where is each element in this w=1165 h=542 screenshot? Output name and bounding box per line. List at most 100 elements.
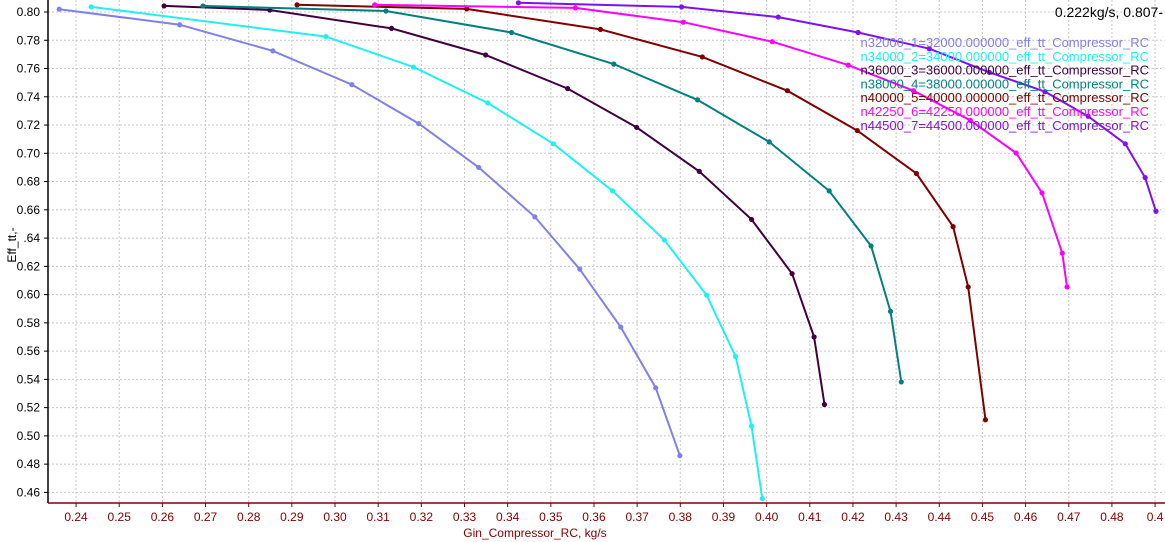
series-line: [59, 8, 681, 457]
data-point: [349, 82, 355, 88]
data-point: [383, 8, 389, 14]
x-ticks: 0.24 0.25 0.26 0.27 0.28 0.29 0.30 0.31 0.32 0.33…: [64, 503, 1164, 524]
x-tick-label: 0.48: [1100, 510, 1124, 524]
data-point: [1085, 113, 1091, 119]
x-tick-label: 0.33: [453, 510, 477, 524]
data-point: [532, 214, 538, 220]
legend-entry: n32000_1=32000.000000_eff_tt_Compressor_…: [860, 35, 1149, 50]
data-point: [270, 48, 276, 54]
x-tick-label: 0.46: [1014, 510, 1038, 524]
x-tick-label: 0.41: [798, 510, 822, 524]
y-tick-label: 0.70: [17, 146, 41, 160]
x-tick-label: 0.44: [928, 510, 952, 524]
data-point: [868, 243, 874, 249]
x-tick-label: 0.30: [323, 510, 347, 524]
y-tick-label: 0.66: [17, 203, 41, 217]
y-tick-label: 0.76: [17, 62, 41, 76]
x-tick-label: 0.25: [108, 510, 132, 524]
data-point: [410, 64, 417, 70]
series-3: [161, 3, 828, 408]
x-tick-label: 0.35: [539, 510, 563, 524]
data-point: [775, 14, 781, 20]
data-point: [1059, 250, 1065, 256]
x-tick-label: 0.28: [237, 510, 261, 524]
legend-entry: n42250_6=42250.000000_eff_tt_Compressor_…: [860, 104, 1149, 119]
x-tick-label: 0.38: [669, 510, 693, 524]
legend-entry: n38000_4=38000.000000_eff_tt_Compressor_…: [860, 76, 1149, 91]
data-point: [1042, 89, 1048, 95]
data-point: [515, 0, 522, 6]
x-tick-label: 0.47: [1057, 510, 1081, 524]
data-point: [661, 237, 667, 243]
data-point: [1122, 141, 1128, 147]
data-point: [845, 62, 851, 68]
y-tick-label: .64: [23, 231, 40, 245]
data-point: [609, 188, 616, 194]
series-5: [294, 2, 989, 423]
x-axis-label: Gin_Compressor_RC, kg/s: [463, 526, 606, 540]
data-point: [572, 5, 579, 11]
data-point: [982, 417, 989, 423]
data-point: [678, 4, 685, 10]
data-point: [926, 46, 932, 52]
y-tick-label: 0.60: [17, 288, 41, 302]
x-tick-label: 0.32: [410, 510, 434, 524]
legend-entry: n40000_5=40000.000000_eff_tt_Compressor_…: [860, 90, 1149, 105]
data-point: [416, 121, 422, 127]
y-tick-label: 0.72: [17, 118, 41, 132]
data-point: [748, 216, 755, 223]
series-4: [200, 3, 904, 385]
x-tick-label: 0.36: [582, 510, 606, 524]
legend: n32000_1=32000.000000_eff_tt_Compressor_…: [860, 35, 1149, 133]
data-point: [854, 127, 860, 134]
data-point: [826, 188, 832, 194]
y-axis-label: Eff_tt,-: [5, 227, 19, 262]
data-point: [694, 97, 701, 103]
data-point: [611, 61, 617, 67]
data-point: [483, 52, 489, 58]
cursor-readout: 0.222kg/s, 0.807-: [1055, 4, 1164, 20]
data-point: [913, 170, 919, 177]
data-point: [634, 124, 640, 131]
y-tick-label: 0.62: [17, 259, 41, 273]
y-tick-label: 0.48: [17, 457, 41, 471]
data-point: [680, 19, 686, 25]
x-tick-label: 0.31: [367, 510, 391, 524]
y-tick-label: 0.50: [17, 429, 41, 443]
series-1: [56, 6, 683, 459]
data-point: [789, 271, 795, 277]
x-tick-label: 0.26: [151, 510, 175, 524]
data-point: [476, 164, 482, 171]
y-tick-label: 0.46: [17, 485, 41, 499]
data-point: [910, 88, 916, 94]
x-tick-label: 0.27: [194, 510, 218, 524]
data-point: [485, 100, 491, 106]
y-ticks: 0.46 0.48 0.50 0.52 0.54 0.56 0.58 0.60 0.62 .64 0…: [17, 5, 48, 499]
data-point: [653, 385, 659, 391]
data-point: [950, 224, 956, 230]
data-point: [748, 423, 755, 429]
series-6: [372, 2, 1070, 290]
x-tick-label: 0.37: [625, 510, 649, 524]
data-point: [464, 6, 470, 12]
data-point: [887, 308, 894, 315]
data-point: [388, 25, 395, 31]
data-point: [986, 69, 992, 75]
data-point: [56, 6, 62, 12]
series-line: [202, 4, 903, 383]
x-tick-label: 0.29: [280, 510, 304, 524]
x-tick-label: 0.34: [496, 510, 520, 524]
data-point: [1064, 284, 1070, 290]
data-point: [372, 2, 378, 8]
data-point: [88, 4, 94, 10]
x-tick-label: 0.42: [841, 510, 865, 524]
data-point: [784, 88, 790, 94]
data-point: [704, 292, 710, 298]
data-point: [769, 39, 775, 45]
data-point: [1039, 190, 1045, 196]
data-point: [1142, 175, 1148, 181]
data-point: [161, 3, 167, 9]
y-tick-label: 0.52: [17, 401, 41, 415]
x-tick-label: 0.39: [712, 510, 736, 524]
y-tick-label: 0.54: [17, 372, 41, 386]
